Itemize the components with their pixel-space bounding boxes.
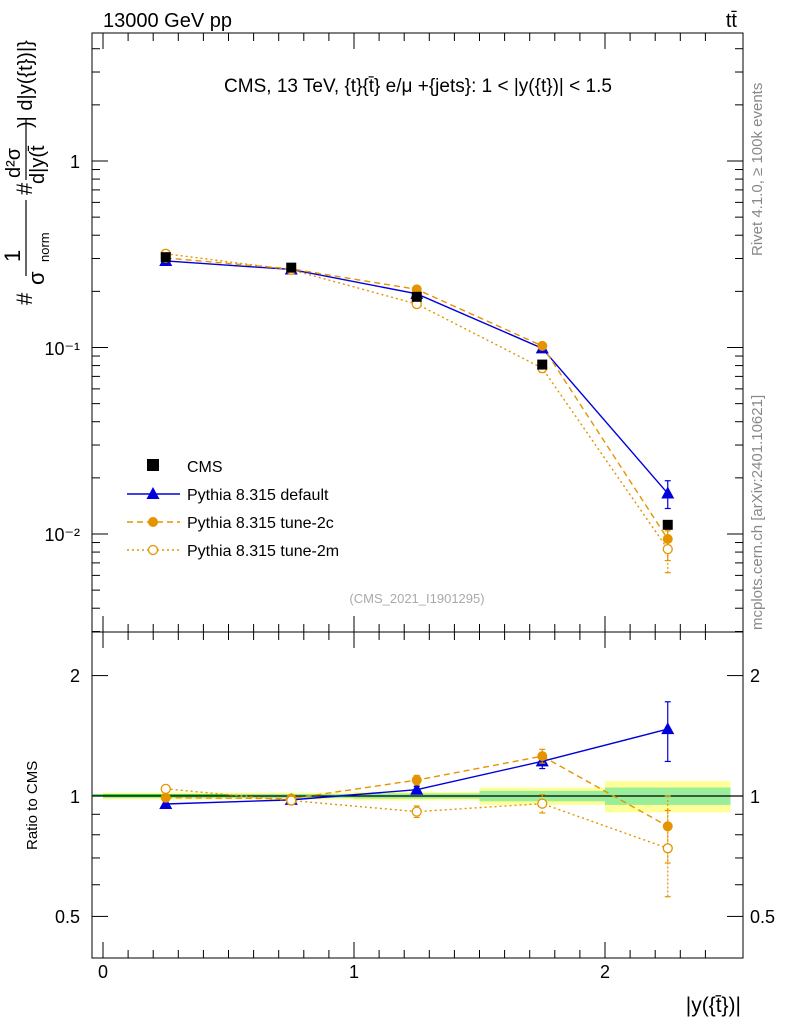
ylabel-hash-2: # (12, 182, 37, 195)
ylabel-sub-norm: norm (37, 232, 52, 262)
ylabel-frac-num: 1 (0, 250, 25, 262)
ratio-point-tune2c-4 (662, 821, 673, 832)
main-point-cms-0 (160, 252, 171, 263)
ylabel-d2sigma: d²σ (3, 147, 25, 178)
ratio-point-tune2c-0 (160, 792, 171, 803)
main-point-cms-2 (411, 291, 422, 302)
ratio-point-tune2m-1 (286, 795, 297, 806)
rivet-label: Rivet 4.1.0, ≥ 100k events (749, 83, 766, 256)
ratio-y-tick-label-right-1: 1 (750, 787, 760, 807)
analysis-label: (CMS_2021_I1901295) (349, 591, 484, 606)
ratio-y-axis-label: Ratio to CMS (24, 761, 41, 850)
axis-ticks (92, 33, 743, 958)
x-axis-label: |y({t̄})| (686, 994, 741, 1017)
ratio-y-tick-label-2: 2 (70, 666, 80, 686)
ratio-point-tune2c-2 (411, 775, 422, 786)
ratio-point-tune2m-4 (662, 843, 673, 854)
site-label: mcplots.cern.ch [arXiv:2401.10621] (749, 395, 766, 630)
plot-title: CMS, 13 TeV, {t}{t̄} e/μ +{jets}: 1 < |y… (224, 76, 612, 97)
main-y-tick-label-1: 1 (70, 152, 80, 172)
ratio-point-tune2m-3 (537, 798, 548, 809)
main-y-axis-label: # 1 σ norm # d²σ d|y(t̄ )| d|y({t})|} (0, 40, 52, 305)
x-tick-label-0: 0 (98, 962, 108, 982)
legend-marker-cms (147, 459, 159, 471)
main-series-markers (159, 248, 675, 574)
legend-label-default: Pythia 8.315 default (187, 487, 329, 504)
main-point-cms-4 (662, 519, 673, 530)
main-y-tick-label-1e-2: 10⁻² (44, 525, 80, 545)
main-point-cms-3 (537, 359, 548, 370)
ratio-point-default-0 (159, 796, 173, 809)
ratio-y-tick-label-right-2: 2 (750, 666, 760, 686)
main-y-tick-label-1e-1: 10⁻¹ (44, 339, 80, 359)
ratio-y-tick-label-1: 1 (70, 787, 80, 807)
ratio-point-tune2m-0 (160, 783, 171, 795)
x-tick-label-2: 2 (600, 962, 610, 982)
process-label: tt̄ (726, 10, 738, 32)
ylabel-frac-den: σ (24, 271, 49, 285)
ratio-series-markers (159, 701, 675, 898)
ratio-y-tick-label-right-0.5: 0.5 (750, 907, 775, 927)
legend-marker-tune2c (148, 517, 158, 527)
ylabel-hash-1: # (12, 292, 37, 305)
legend-label-tune2c: Pythia 8.315 tune-2c (187, 515, 334, 532)
legend-label-cms: CMS (187, 459, 223, 476)
legend-label-tune2m: Pythia 8.315 tune-2m (187, 543, 339, 560)
ratio-point-tune2m-2 (411, 806, 422, 817)
legend-marker-tune2m (147, 544, 159, 556)
legend: CMS Pythia 8.315 default Pythia 8.315 tu… (127, 459, 339, 560)
main-point-cms-1 (286, 262, 297, 273)
main-point-tune2c-3 (537, 340, 548, 351)
ratio-y-tick-label-0.5: 0.5 (55, 907, 80, 927)
main-point-default-4 (661, 486, 675, 499)
ylabel-dy: d|y(t̄ (27, 145, 49, 184)
ratio-point-default-4 (661, 722, 675, 735)
ratio-point-default-2 (410, 782, 424, 795)
energy-label: 13000 GeV pp (103, 10, 232, 32)
main-point-tune2m-4 (662, 543, 673, 555)
ratio-point-tune2c-3 (537, 751, 548, 762)
ylabel-rest: )| d|y({t})|} (15, 40, 37, 128)
legend-marker-default (146, 487, 160, 499)
x-tick-label-1: 1 (349, 962, 359, 982)
